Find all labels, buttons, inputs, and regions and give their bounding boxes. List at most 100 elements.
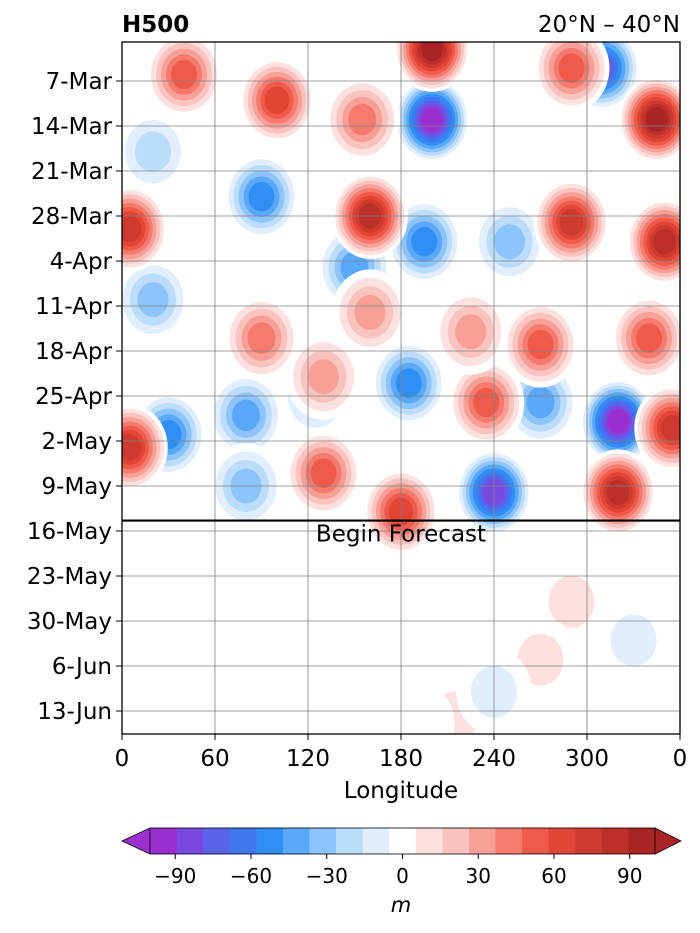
contour-level: [527, 387, 555, 419]
colorbar: −90 −60 −30 0 30 60 90: [122, 828, 681, 888]
x-tick-label: 240: [472, 746, 516, 772]
y-tick-label: 2-May: [42, 429, 112, 455]
contour-level: [248, 322, 276, 354]
anomaly-feature: [503, 302, 579, 388]
colorbar-swatch: [575, 828, 602, 854]
contour-level: [473, 388, 499, 417]
y-tick-label: 23-May: [27, 564, 112, 590]
anomaly-feature: [534, 25, 610, 111]
contour-level: [396, 368, 422, 397]
contour-level: [607, 480, 630, 506]
anomaly-feature: [580, 449, 656, 535]
colorbar-extend-max: [655, 828, 681, 854]
colorbar-swatch: [442, 828, 469, 854]
y-tick-label: 28-Mar: [31, 204, 113, 230]
contour-level: [232, 399, 260, 431]
contour-level: [249, 182, 275, 211]
colorbar-swatch: [309, 828, 336, 854]
contour-level: [494, 224, 525, 259]
anomaly-feature: [115, 109, 191, 195]
contour-level: [421, 107, 443, 132]
colorbar-swatch: [628, 828, 655, 854]
y-tick-label: 14-Mar: [31, 114, 113, 140]
contour-level: [138, 282, 169, 317]
y-tick-label: 11-Apr: [35, 294, 112, 320]
contour-level: [308, 359, 339, 394]
colorbar-tick-label: −90: [154, 864, 196, 888]
colorbar-swatch: [469, 828, 496, 854]
contour-level: [653, 229, 676, 255]
y-tick-label: 25-Apr: [35, 384, 112, 410]
anomaly-feature: [627, 199, 700, 285]
colorbar-swatch: [363, 828, 390, 854]
colorbar-swatch: [256, 828, 283, 854]
y-tick-label: 16-May: [27, 519, 112, 545]
colorbar-tick-label: 0: [396, 864, 409, 888]
contour-level: [171, 60, 197, 89]
colorbar-tick-label: −60: [230, 864, 272, 888]
anomaly-feature: [394, 6, 470, 92]
y-tick-label: 18-Apr: [35, 339, 112, 365]
colorbar-label: m: [391, 893, 411, 917]
colorbar-swatch: [230, 828, 257, 854]
x-tick-label: 0: [115, 746, 130, 772]
anomaly-feature: [611, 295, 687, 381]
contour-level: [135, 131, 171, 172]
contour-level: [311, 458, 337, 487]
colorbar-tick-label: 60: [541, 864, 566, 888]
y-tick-label: 30-May: [27, 609, 112, 635]
y-tick-label: 6-Jun: [52, 654, 112, 680]
contour-level: [607, 409, 629, 434]
colorbar-swatch: [336, 828, 363, 854]
x-tick-label: 60: [200, 746, 229, 772]
colorbar-tick-label: −30: [306, 864, 348, 888]
anomaly-feature: [286, 430, 362, 516]
colorbar-swatch: [416, 828, 443, 854]
y-tick-label: 4-Apr: [50, 249, 113, 275]
contour-level: [421, 36, 443, 61]
x-tick-label: 0: [673, 746, 688, 772]
anomaly-feature: [596, 597, 672, 683]
anomaly-feature: [286, 334, 362, 420]
contour-level: [549, 576, 595, 628]
anomaly-feature: [224, 154, 300, 240]
x-tick-label: 120: [286, 746, 330, 772]
colorbar-tick-label: 30: [466, 864, 491, 888]
y-tick-label: 7-Mar: [46, 69, 113, 95]
plot-area: Begin Forecast: [92, 6, 700, 767]
colorbar-swatch: [177, 828, 204, 854]
forecast-label: Begin Forecast: [316, 522, 486, 548]
contour-level: [646, 107, 668, 132]
y-axis: 7-Mar 14-Mar 21-Mar 28-Mar 4-Apr 11-Apr 18-Apr…: [27, 69, 122, 725]
contour-level: [559, 53, 585, 82]
anomaly-feature: [239, 57, 315, 143]
anomaly-feature: [619, 77, 695, 163]
colorbar-tick-label: 90: [617, 864, 642, 888]
anomaly-feature: [534, 179, 610, 265]
colorbar-swatch: [389, 828, 416, 854]
colorbar-swatch: [283, 828, 310, 854]
contour-level: [560, 209, 584, 236]
chart-title-right: 20°N – 40°N: [538, 12, 680, 38]
contour-level: [636, 323, 662, 352]
colorbar-swatch: [203, 828, 230, 854]
y-tick-label: 9-May: [42, 474, 112, 500]
contour-level: [265, 86, 290, 114]
contour-level: [611, 614, 657, 666]
contour-level: [528, 330, 554, 359]
anomaly-feature: [324, 77, 400, 163]
anomaly-feature: [146, 32, 222, 118]
colorbar-swatch: [602, 828, 629, 854]
contour-level: [455, 314, 486, 349]
y-tick-label: 13-Jun: [37, 699, 112, 725]
y-tick-label: 21-Mar: [31, 159, 113, 185]
x-tick-label: 180: [379, 746, 423, 772]
chart-title-left: H500: [122, 12, 189, 38]
contour-level: [355, 295, 386, 330]
colorbar-extend-min: [122, 828, 150, 854]
colorbar-swatch: [496, 828, 523, 854]
colorbar-swatch: [549, 828, 576, 854]
colorbar-swatch: [522, 828, 549, 854]
